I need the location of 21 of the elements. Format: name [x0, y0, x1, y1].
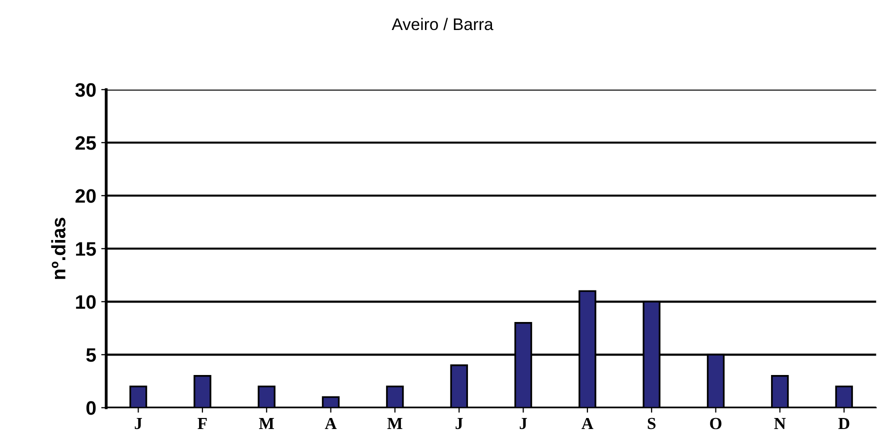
- x-tick-label: A: [324, 418, 337, 429]
- x-tick-label: O: [710, 418, 722, 430]
- chart-title: Aveiro / Barra: [392, 18, 494, 30]
- y-tick-label: 0: [86, 401, 96, 415]
- x-tick-label: D: [838, 418, 850, 429]
- y-tick-label: 5: [86, 348, 96, 362]
- y-tick-label: 10: [76, 295, 96, 309]
- y-tick-label: 20: [76, 189, 96, 203]
- y-axis-title: nº.dias: [51, 218, 66, 279]
- x-tick-label: M: [387, 418, 402, 429]
- x-tick-label: J: [134, 418, 142, 430]
- x-tick-label: F: [198, 418, 207, 429]
- x-tick-label: A: [582, 418, 594, 429]
- x-tick-label: M: [259, 418, 274, 429]
- y-tick-label: 15: [76, 242, 96, 256]
- y-tick-label: 25: [76, 136, 96, 150]
- x-tick-label: J: [456, 418, 463, 430]
- x-tick-label: S: [648, 418, 656, 430]
- x-tick-label: J: [520, 418, 527, 430]
- x-tick-label: N: [774, 418, 786, 429]
- y-tick-label: 30: [75, 83, 96, 97]
